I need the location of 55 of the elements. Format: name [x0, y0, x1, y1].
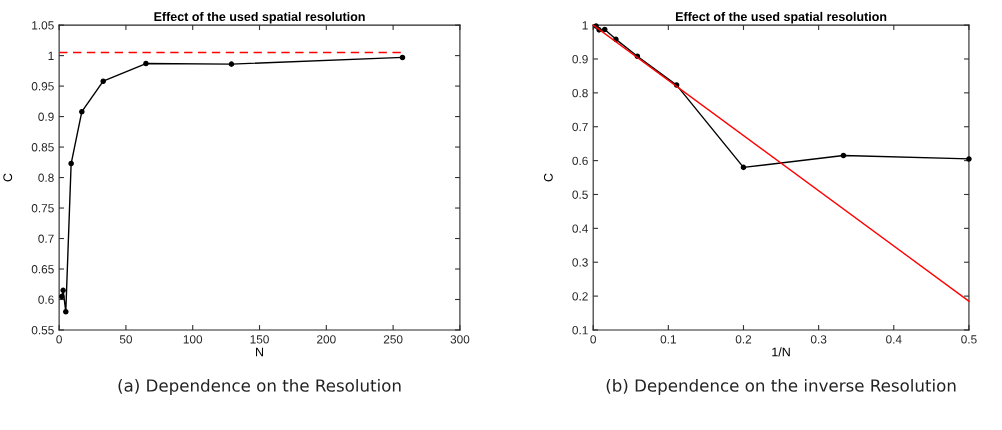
x-axis-title: 1/N: [772, 347, 790, 357]
y-tick-label: 0.85: [31, 143, 54, 152]
x-tick-label: 50: [119, 335, 133, 344]
y-tick-label: 0.8: [572, 88, 588, 98]
y-tick-label: 0.5: [572, 190, 588, 199]
point: [740, 164, 747, 171]
y-tick-label: 0.9: [572, 55, 588, 64]
x-tick-label: 0.4: [886, 335, 902, 344]
x-tick-label: 0.2: [735, 335, 752, 344]
y-tick-label: 0.8: [38, 173, 54, 182]
y-tick-label: 1.05: [32, 21, 54, 30]
point: [79, 108, 85, 115]
y-tick-label: 0.75: [31, 204, 54, 213]
y-axis-title: C: [543, 173, 553, 182]
x-tick-label: 300: [450, 335, 470, 344]
x-tick-label: 0: [590, 335, 597, 344]
y-tick-label: 1: [48, 51, 54, 60]
text: (b) Dependence on the inverse Resolution: [606, 378, 956, 396]
point: [228, 61, 235, 67]
x-tick-label: 150: [250, 335, 269, 344]
y-tick-label: 0.2: [572, 292, 588, 301]
y-tick-label: 0.7: [572, 122, 588, 132]
x-axis-title: N: [256, 347, 264, 357]
y-tick-label: 0.9: [38, 112, 54, 121]
x-tick-label: 200: [317, 335, 336, 344]
y-tick-label: 0.3: [572, 258, 588, 267]
y-tick-label: 0.6: [38, 295, 54, 304]
x-tick-label: 0: [56, 335, 62, 344]
point: [100, 78, 106, 84]
y-tick-label: 0.4: [572, 224, 588, 233]
point: [68, 160, 74, 167]
chart-title: Effect of the used spatial resolution: [154, 11, 365, 24]
y-tick-label: 0.65: [31, 265, 54, 274]
x-tick-label: 100: [183, 335, 203, 344]
point: [840, 152, 847, 159]
point: [143, 60, 149, 67]
y-tick-label: 0.55: [31, 326, 54, 335]
point: [399, 54, 406, 61]
point: [60, 287, 66, 294]
x-tick-label: 250: [383, 335, 403, 344]
point: [966, 156, 972, 162]
y-tick-label: 0.95: [31, 82, 54, 91]
y-tick-label: 0.7: [38, 234, 54, 243]
y-tick-label: 0.1: [572, 326, 588, 335]
point: [59, 293, 65, 300]
x-tick-label: 0.5: [961, 335, 977, 344]
chart-title: Effect of the used spatial resolution: [675, 11, 887, 24]
x-tick-label: 0.1: [660, 335, 676, 344]
text: (a) Dependence on the Resolution: [118, 378, 401, 396]
y-tick-label: 1: [582, 21, 588, 30]
x-tick-label: 0.3: [810, 335, 827, 344]
y-tick-label: 0.6: [572, 156, 588, 165]
point: [601, 26, 608, 33]
point: [63, 308, 69, 315]
y-axis-title: C: [3, 173, 13, 182]
